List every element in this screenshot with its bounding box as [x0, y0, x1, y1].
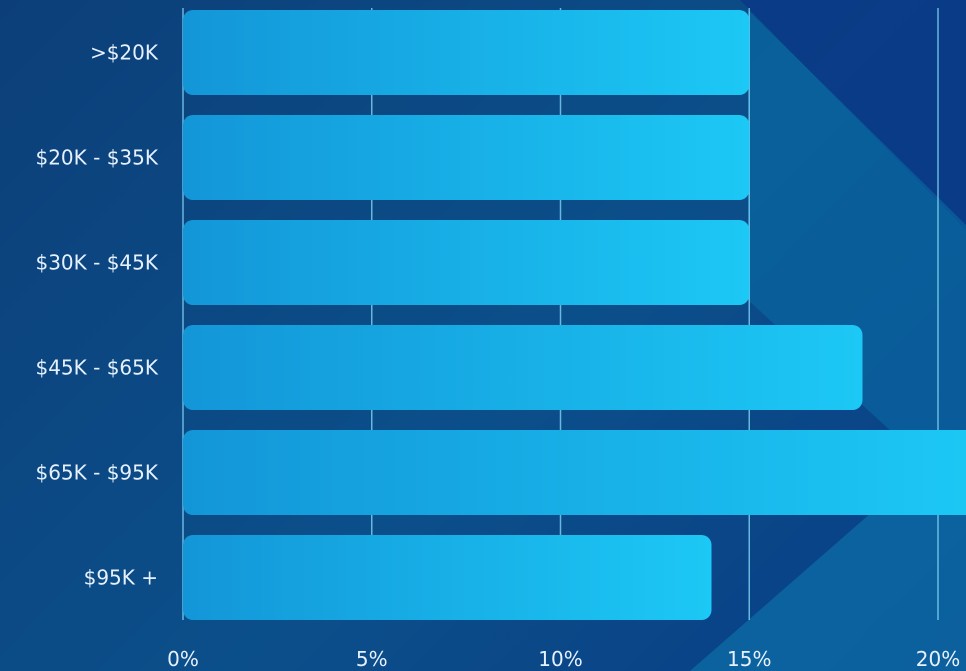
x-tick-label: 0% — [167, 647, 199, 671]
x-axis-tick-labels: 0% 5% 10% 15% 20% — [167, 647, 960, 671]
category-labels: >$20K $20K - $35K $30K - $45K $45K - $65K $6… — [35, 41, 158, 590]
bar — [183, 220, 750, 305]
category-label: $30K - $45K — [35, 251, 158, 275]
bar — [183, 10, 750, 95]
background-shadow-shape — [748, 10, 966, 500]
bar — [183, 325, 863, 410]
bar — [183, 430, 966, 515]
x-tick-label: 5% — [356, 647, 388, 671]
x-tick-label: 10% — [538, 647, 582, 671]
bar — [183, 115, 750, 200]
category-label: $20K - $35K — [35, 146, 158, 170]
bar — [183, 535, 712, 620]
bars — [183, 10, 966, 620]
category-label: $65K - $95K — [35, 461, 158, 485]
x-tick-label: 20% — [916, 647, 960, 671]
category-label: >$20K — [90, 41, 159, 65]
grid-lines — [182, 8, 939, 620]
category-label: $95K + — [84, 566, 158, 590]
category-label: $45K - $65K — [35, 356, 158, 380]
x-tick-label: 15% — [727, 647, 771, 671]
